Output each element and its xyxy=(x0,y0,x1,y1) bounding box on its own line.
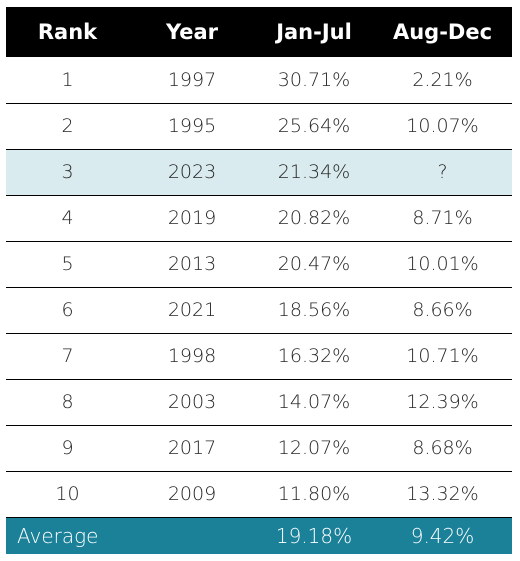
table-row: 10 2009 11.80% 13.32% xyxy=(6,471,512,518)
year-cell: 2019 xyxy=(129,195,255,242)
table-row: 8 2003 14.07% 12.39% xyxy=(6,379,512,426)
rank-cell: 2 xyxy=(6,103,129,150)
aug-dec-cell: 2.21% xyxy=(373,57,512,104)
rank-cell: 10 xyxy=(6,471,129,518)
header-aug-dec: Aug-Dec xyxy=(392,20,493,44)
aug-dec-cell: 10.07% xyxy=(373,103,512,150)
table-row: 7 1998 16.32% 10.71% xyxy=(6,333,512,380)
rank-cell: 4 xyxy=(6,195,129,242)
jan-jul-cell: 20.47% xyxy=(255,241,373,288)
rank-cell: 9 xyxy=(6,425,129,472)
average-label: Average xyxy=(17,523,99,548)
rank-cell: 5 xyxy=(6,241,129,288)
average-aug-dec: 9.42% xyxy=(410,523,475,548)
jan-jul-cell: 20.82% xyxy=(255,195,373,242)
rank-cell: 7 xyxy=(6,333,129,380)
year-cell: 2023 xyxy=(129,149,255,196)
header-row: Rank Year Jan-Jul Aug-Dec xyxy=(6,7,512,57)
returns-table: Rank Year Jan-Jul Aug-Dec 1 1997 30.71% … xyxy=(6,7,512,554)
header-year: Year xyxy=(165,20,219,44)
average-jan-jul: 19.18% xyxy=(275,523,353,548)
year-cell: 2009 xyxy=(129,471,255,518)
jan-jul-cell: 25.64% xyxy=(255,103,373,150)
rank-cell: 8 xyxy=(6,379,129,426)
table-row: 6 2021 18.56% 8.66% xyxy=(6,287,512,334)
year-cell: 2013 xyxy=(129,241,255,288)
year-cell: 2017 xyxy=(129,425,255,472)
rank-cell: 3 xyxy=(6,149,129,196)
header-jan-jul: Jan-Jul xyxy=(276,20,352,44)
returns-table-container: Rank Year Jan-Jul Aug-Dec 1 1997 30.71% … xyxy=(6,7,512,554)
rank-cell: 6 xyxy=(6,287,129,334)
year-cell: 1995 xyxy=(129,103,255,150)
table-row-highlighted: 3 2023 21.34% ? xyxy=(6,149,512,196)
aug-dec-cell: 10.71% xyxy=(373,333,512,380)
aug-dec-cell: 8.66% xyxy=(373,287,512,334)
jan-jul-cell: 16.32% xyxy=(255,333,373,380)
aug-dec-cell: 12.39% xyxy=(373,379,512,426)
jan-jul-cell: 12.07% xyxy=(255,425,373,472)
aug-dec-cell: 10.01% xyxy=(373,241,512,288)
year-cell: 2003 xyxy=(129,379,255,426)
table-row: 9 2017 12.07% 8.68% xyxy=(6,425,512,472)
year-cell: 2021 xyxy=(129,287,255,334)
aug-dec-cell: ? xyxy=(373,149,512,196)
rank-cell: 1 xyxy=(6,57,129,104)
jan-jul-cell: 18.56% xyxy=(255,287,373,334)
year-cell: 1998 xyxy=(129,333,255,380)
jan-jul-cell: 14.07% xyxy=(255,379,373,426)
aug-dec-cell: 8.68% xyxy=(373,425,512,472)
year-cell: 1997 xyxy=(129,57,255,104)
jan-jul-cell: 21.34% xyxy=(255,149,373,196)
header-rank: Rank xyxy=(37,20,98,44)
aug-dec-cell: 13.32% xyxy=(373,471,512,518)
jan-jul-cell: 11.80% xyxy=(255,471,373,518)
jan-jul-cell: 30.71% xyxy=(255,57,373,104)
table-row: 5 2013 20.47% 10.01% xyxy=(6,241,512,288)
average-row: Average 19.18% 9.42% xyxy=(6,517,512,554)
table-row: 1 1997 30.71% 2.21% xyxy=(6,57,512,104)
table-row: 2 1995 25.64% 10.07% xyxy=(6,103,512,150)
table-row: 4 2019 20.82% 8.71% xyxy=(6,195,512,242)
aug-dec-cell: 8.71% xyxy=(373,195,512,242)
